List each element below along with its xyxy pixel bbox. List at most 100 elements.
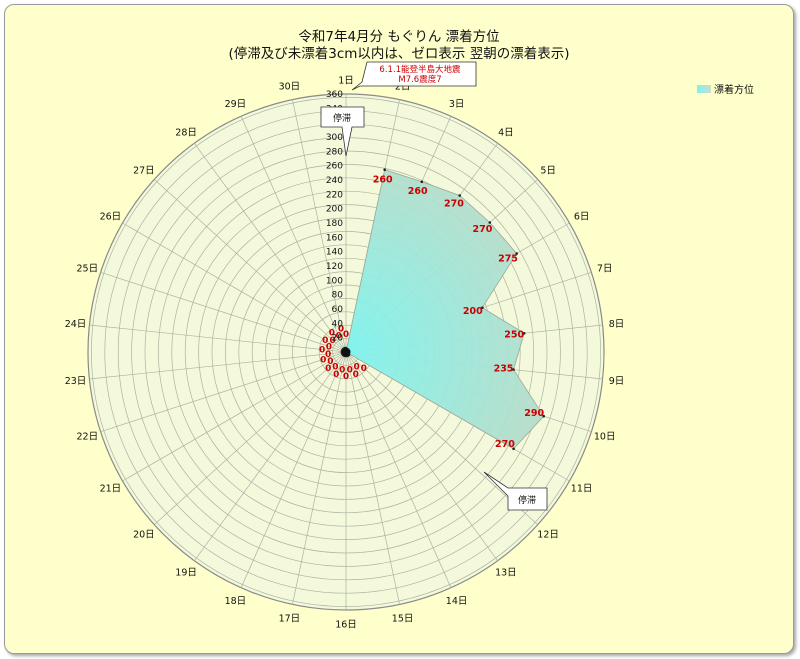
data-label: 0 (329, 336, 335, 346)
category-label: 24日 (65, 319, 87, 330)
legend-label: 漂着方位 (714, 85, 754, 96)
data-point (512, 368, 515, 371)
category-label: 27日 (133, 166, 155, 177)
chart-titles: 令和7年4月分 もぐりん 漂着方位 (停滞及び未漂着3cm以内は、ゼロ表示 翌朝… (5, 29, 793, 63)
category-label: 5日 (540, 166, 556, 177)
data-label: 0 (353, 363, 359, 373)
chart-subtitle: (停滞及び未漂着3cm以内は、ゼロ表示 翌朝の漂着表示) (228, 46, 570, 62)
grid-spoke (194, 143, 347, 353)
category-label: 7日 (597, 263, 613, 274)
data-point (515, 252, 518, 255)
grid-spoke (292, 351, 347, 605)
category-label: 14日 (446, 596, 468, 607)
radial-tick-label: 220 (326, 190, 343, 200)
category-label: 30日 (279, 81, 301, 92)
radial-tick-label: 240 (326, 176, 343, 186)
data-label: 200 (463, 306, 483, 317)
category-label: 15日 (392, 614, 414, 625)
data-label: 275 (498, 254, 518, 265)
data-label: 270 (495, 439, 515, 450)
radial-tick-label: 200 (326, 205, 343, 215)
data-label: 260 (408, 186, 428, 197)
grid-spoke (100, 271, 347, 353)
radial-tick-label: 40 (332, 319, 344, 329)
data-label: 235 (494, 364, 514, 375)
data-label: 0 (347, 366, 353, 376)
category-label: 21日 (100, 484, 122, 495)
category-label: 25日 (77, 263, 99, 274)
category-label: 16日 (335, 620, 357, 631)
grid-spoke (345, 351, 452, 588)
data-label: 0 (353, 370, 359, 380)
earthquake-note-line2: M7.6震度7 (398, 74, 441, 85)
data-label: 270 (444, 199, 464, 210)
data-label: 0 (336, 332, 342, 342)
data-label: 250 (504, 329, 524, 340)
radial-tick-label: 360 (326, 90, 343, 100)
category-label: 6日 (574, 212, 590, 223)
stagnation-label-bottom: 停滞 (518, 494, 536, 506)
data-point (512, 447, 515, 451)
radial-tick-label: 60 (332, 305, 344, 315)
category-label: 10日 (594, 432, 616, 443)
data-label: 0 (319, 346, 325, 356)
data-point (383, 168, 387, 171)
earthquake-callout (351, 61, 477, 91)
data-label: 0 (343, 372, 349, 382)
grid-spoke (154, 351, 347, 525)
category-label: 17日 (279, 614, 301, 625)
category-label: 19日 (175, 568, 197, 579)
radial-tick-label: 280 (326, 147, 343, 157)
data-label: 0 (343, 330, 349, 340)
grid-spoke (345, 351, 538, 525)
radial-tick-label: 160 (326, 233, 343, 243)
data-label: 0 (325, 350, 331, 360)
data-label: 0 (329, 329, 335, 339)
radial-tick-label: 20 (332, 334, 344, 344)
category-label: 11日 (571, 484, 593, 495)
radial-tick-label: 80 (332, 291, 344, 301)
grid-spoke (154, 179, 347, 353)
grid-spoke (292, 99, 347, 353)
chart-legend: 漂着方位 (697, 81, 754, 96)
grid-spoke (194, 351, 347, 561)
stagnation-callout-top (320, 106, 365, 157)
data-point (522, 332, 526, 335)
grid-spoke (240, 351, 347, 588)
category-label: 12日 (537, 530, 559, 541)
radial-tick-label: 300 (326, 133, 343, 143)
data-label: 270 (472, 224, 492, 235)
data-point (542, 414, 545, 418)
series-area (345, 169, 545, 450)
category-label: 2日 (395, 81, 411, 92)
category-label: 3日 (449, 99, 465, 110)
data-label: 0 (338, 325, 344, 335)
data-label: 0 (332, 363, 338, 373)
data-label: 290 (524, 408, 544, 419)
grid-spoke (89, 351, 347, 380)
category-label: 29日 (225, 99, 247, 110)
category-label: 26日 (100, 212, 122, 223)
stagnation-callout-bottom (483, 471, 548, 511)
category-label: 9日 (609, 376, 625, 387)
category-label: 8日 (609, 319, 625, 330)
category-label: 28日 (175, 127, 197, 138)
stagnation-label-top: 停滞 (333, 112, 351, 124)
data-point (458, 194, 462, 197)
data-label: 0 (322, 336, 328, 346)
data-point (420, 180, 424, 184)
category-label: 22日 (77, 432, 99, 443)
data-label: 260 (373, 175, 393, 186)
earthquake-note-line1: 6.1.1能登半島大地震 (379, 64, 461, 75)
grid-spoke (345, 351, 400, 605)
category-label: 23日 (65, 376, 87, 387)
data-label: 0 (333, 370, 339, 380)
radial-tick-label: 100 (326, 276, 343, 286)
data-label: 0 (326, 342, 332, 352)
radial-tick-label: 140 (326, 248, 343, 258)
category-label: 13日 (495, 568, 517, 579)
data-label: 0 (327, 357, 333, 367)
category-label: 20日 (133, 530, 155, 541)
chart-title: 令和7年4月分 もぐりん 漂着方位 (298, 29, 500, 45)
